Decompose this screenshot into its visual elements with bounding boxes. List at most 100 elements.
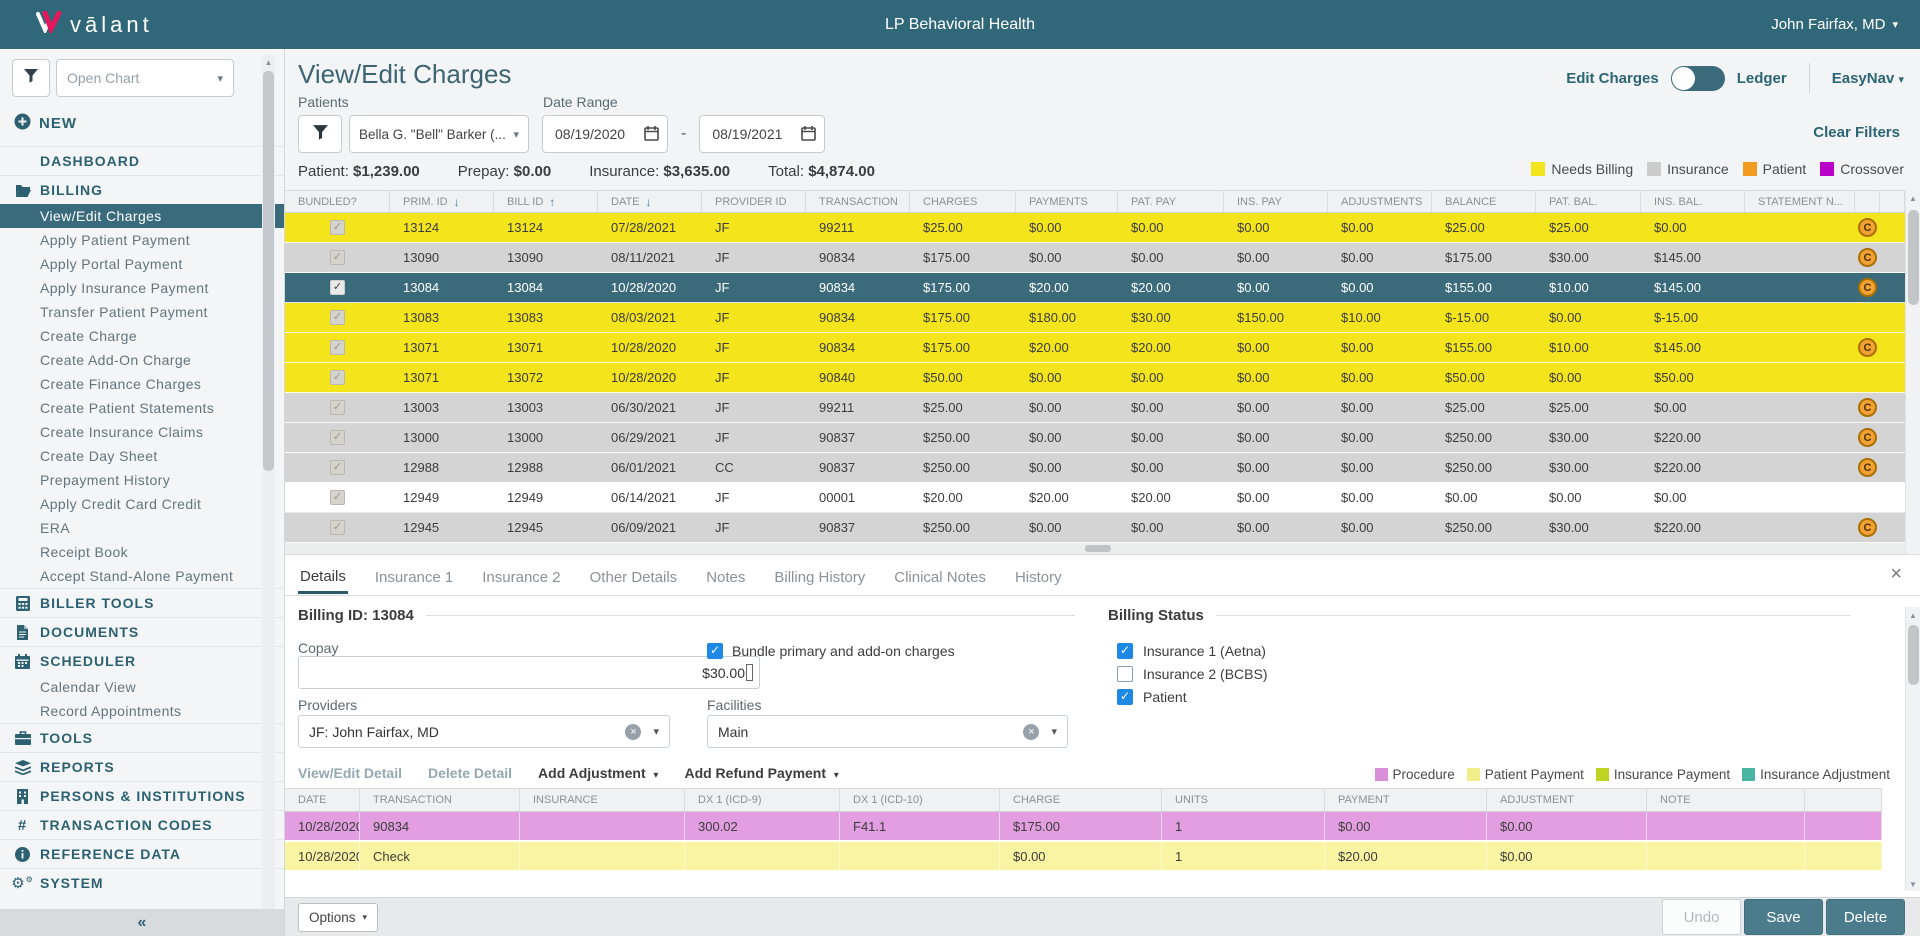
detail-column-header-transaction[interactable]: TRANSACTION <box>360 789 520 811</box>
clear-icon[interactable]: × <box>625 724 641 740</box>
detail-column-header-units[interactable]: UNITS <box>1162 789 1325 811</box>
sidebar-item-biller-tools[interactable]: BILLER TOOLS <box>0 589 284 617</box>
detail-column-header-adjustment[interactable]: ADJUSTMENT <box>1487 789 1647 811</box>
open-chart-select[interactable]: Open Chart ▾ <box>56 59 234 97</box>
chevron-down-icon[interactable]: ▾ <box>653 725 659 738</box>
bundled-checkbox[interactable]: ✓ <box>330 460 345 475</box>
sidebar-item-tools[interactable]: TOOLS <box>0 724 284 752</box>
sidebar-item-apply-insurance-payment[interactable]: Apply Insurance Payment <box>0 276 284 300</box>
sidebar-filter-button[interactable] <box>12 59 50 97</box>
sidebar-item-view-edit-charges[interactable]: View/Edit Charges <box>0 204 284 228</box>
sidebar-item-era[interactable]: ERA <box>0 516 284 540</box>
sidebar-item-accept-stand-alone-payment[interactable]: Accept Stand-Alone Payment <box>0 564 284 588</box>
scroll-down-icon[interactable]: ▼ <box>1906 880 1920 889</box>
patient-select[interactable]: Bella G. "Bell" Barker (... ▾ <box>349 115 529 153</box>
column-header-provider-id[interactable]: PROVIDER ID <box>702 191 806 212</box>
clear-icon[interactable]: × <box>1023 724 1039 740</box>
column-header-charges[interactable]: CHARGES <box>910 191 1016 212</box>
save-button[interactable]: Save <box>1744 899 1823 935</box>
copay-input[interactable]: $30.00 <box>298 656 760 689</box>
sidebar-item-create-finance-charges[interactable]: Create Finance Charges <box>0 372 284 396</box>
bundle-charges-option[interactable]: ✓ Bundle primary and add-on charges <box>707 643 955 659</box>
sidebar-item-scheduler[interactable]: SCHEDULER <box>0 647 284 675</box>
billing-status-option[interactable]: ✓Insurance 1 (Aetna) <box>1117 643 1266 659</box>
column-header-ins-pay[interactable]: INS. PAY <box>1224 191 1328 212</box>
column-header-transaction[interactable]: TRANSACTION <box>806 191 910 212</box>
detail-column-header-charge[interactable]: CHARGE <box>1000 789 1162 811</box>
detail-column-header-dx-1-icd-10-[interactable]: DX 1 (ICD-10) <box>840 789 1000 811</box>
providers-select[interactable]: JF: John Fairfax, MD × ▾ <box>298 715 670 748</box>
crossover-badge[interactable]: C <box>1858 218 1877 237</box>
sidebar-item-create-charge[interactable]: Create Charge <box>0 324 284 348</box>
detail-column-header-date[interactable]: DATE <box>285 789 360 811</box>
sidebar-item-billing[interactable]: BILLING <box>0 176 284 204</box>
column-header-pat-pay[interactable]: PAT. PAY <box>1118 191 1224 212</box>
sidebar-item-create-insurance-claims[interactable]: Create Insurance Claims <box>0 420 284 444</box>
user-menu[interactable]: John Fairfax, MD ▾ <box>1771 16 1898 33</box>
patient-filter-button[interactable] <box>298 115 342 153</box>
crossover-badge[interactable]: C <box>1858 278 1877 297</box>
tab-insurance-1[interactable]: Insurance 1 <box>373 563 455 592</box>
bundled-checkbox[interactable]: ✓ <box>330 340 345 355</box>
sidebar-collapse-button[interactable]: « <box>0 909 284 936</box>
detail-column-header-blank[interactable] <box>1805 789 1882 811</box>
tab-other-details[interactable]: Other Details <box>588 563 680 592</box>
date-to-input[interactable]: 08/19/2021 <box>699 115 825 153</box>
detail-column-header-insurance[interactable]: INSURANCE <box>520 789 685 811</box>
sidebar-item-reference-data[interactable]: REFERENCE DATA <box>0 840 284 868</box>
billing-status-checkbox[interactable] <box>1117 666 1133 682</box>
bundled-checkbox[interactable]: ✓ <box>330 370 345 385</box>
column-header-payments[interactable]: PAYMENTS <box>1016 191 1118 212</box>
column-header-statement-n-[interactable]: STATEMENT N... <box>1745 191 1855 212</box>
sidebar-item-create-add-on-charge[interactable]: Create Add-On Charge <box>0 348 284 372</box>
charges-scrollbar[interactable]: ▲ <box>1905 190 1920 554</box>
tab-billing-history[interactable]: Billing History <box>772 563 867 592</box>
crossover-badge[interactable]: C <box>1858 248 1877 267</box>
crossover-badge[interactable]: C <box>1858 458 1877 477</box>
sidebar-item-create-day-sheet[interactable]: Create Day Sheet <box>0 444 284 468</box>
sidebar-item-apply-credit-card-credit[interactable]: Apply Credit Card Credit <box>0 492 284 516</box>
chevron-down-icon[interactable]: ▾ <box>1051 725 1057 738</box>
sidebar-item-calendar-view[interactable]: Calendar View <box>0 675 284 699</box>
horizontal-scrollbar-thumb[interactable] <box>1085 545 1111 552</box>
sidebar-item-apply-patient-payment[interactable]: Apply Patient Payment <box>0 228 284 252</box>
calendar-icon[interactable] <box>801 125 816 144</box>
sidebar-item-record-appointments[interactable]: Record Appointments <box>0 699 284 723</box>
column-header-pat-bal-[interactable]: PAT. BAL. <box>1536 191 1641 212</box>
column-header-date[interactable]: DATE↓ <box>598 191 702 212</box>
facilities-select[interactable]: Main × ▾ <box>707 715 1068 748</box>
scroll-up-icon[interactable]: ▲ <box>1906 190 1920 206</box>
undo-button[interactable]: Undo <box>1662 899 1741 935</box>
bundle-checkbox[interactable]: ✓ <box>707 643 723 659</box>
delete-button[interactable]: Delete <box>1826 899 1905 935</box>
sidebar-item-reports[interactable]: REPORTS <box>0 753 284 781</box>
tab-history[interactable]: History <box>1013 563 1064 592</box>
sidebar-scrollbar-thumb[interactable] <box>263 71 274 471</box>
column-header-bundled-[interactable]: BUNDLED? <box>285 191 390 212</box>
column-header-blank[interactable] <box>1880 191 1905 212</box>
scroll-up-icon[interactable]: ▲ <box>262 55 275 67</box>
billing-status-option[interactable]: Insurance 2 (BCBS) <box>1117 666 1268 682</box>
sidebar-item-apply-portal-payment[interactable]: Apply Portal Payment <box>0 252 284 276</box>
column-header-bill-id[interactable]: BILL ID↑ <box>494 191 598 212</box>
bundled-checkbox[interactable]: ✓ <box>330 490 345 505</box>
detail-scrollbar-thumb[interactable] <box>1908 625 1919 685</box>
sidebar-item-create-patient-statements[interactable]: Create Patient Statements <box>0 396 284 420</box>
bundled-checkbox[interactable]: ✓ <box>330 250 345 265</box>
sidebar-item-prepayment-history[interactable]: Prepayment History <box>0 468 284 492</box>
billing-status-checkbox[interactable]: ✓ <box>1117 689 1133 705</box>
easynav-menu[interactable]: EasyNav ▾ <box>1832 70 1904 87</box>
sidebar-item-transaction-codes[interactable]: #TRANSACTION CODES <box>0 811 284 839</box>
scroll-up-icon[interactable]: ▲ <box>1906 607 1920 623</box>
column-header-adjustments[interactable]: ADJUSTMENTS <box>1328 191 1432 212</box>
calendar-icon[interactable] <box>644 125 659 144</box>
close-icon[interactable]: × <box>1890 563 1902 586</box>
billing-status-checkbox[interactable]: ✓ <box>1117 643 1133 659</box>
sidebar-scrollbar[interactable]: ▲ <box>262 55 275 910</box>
